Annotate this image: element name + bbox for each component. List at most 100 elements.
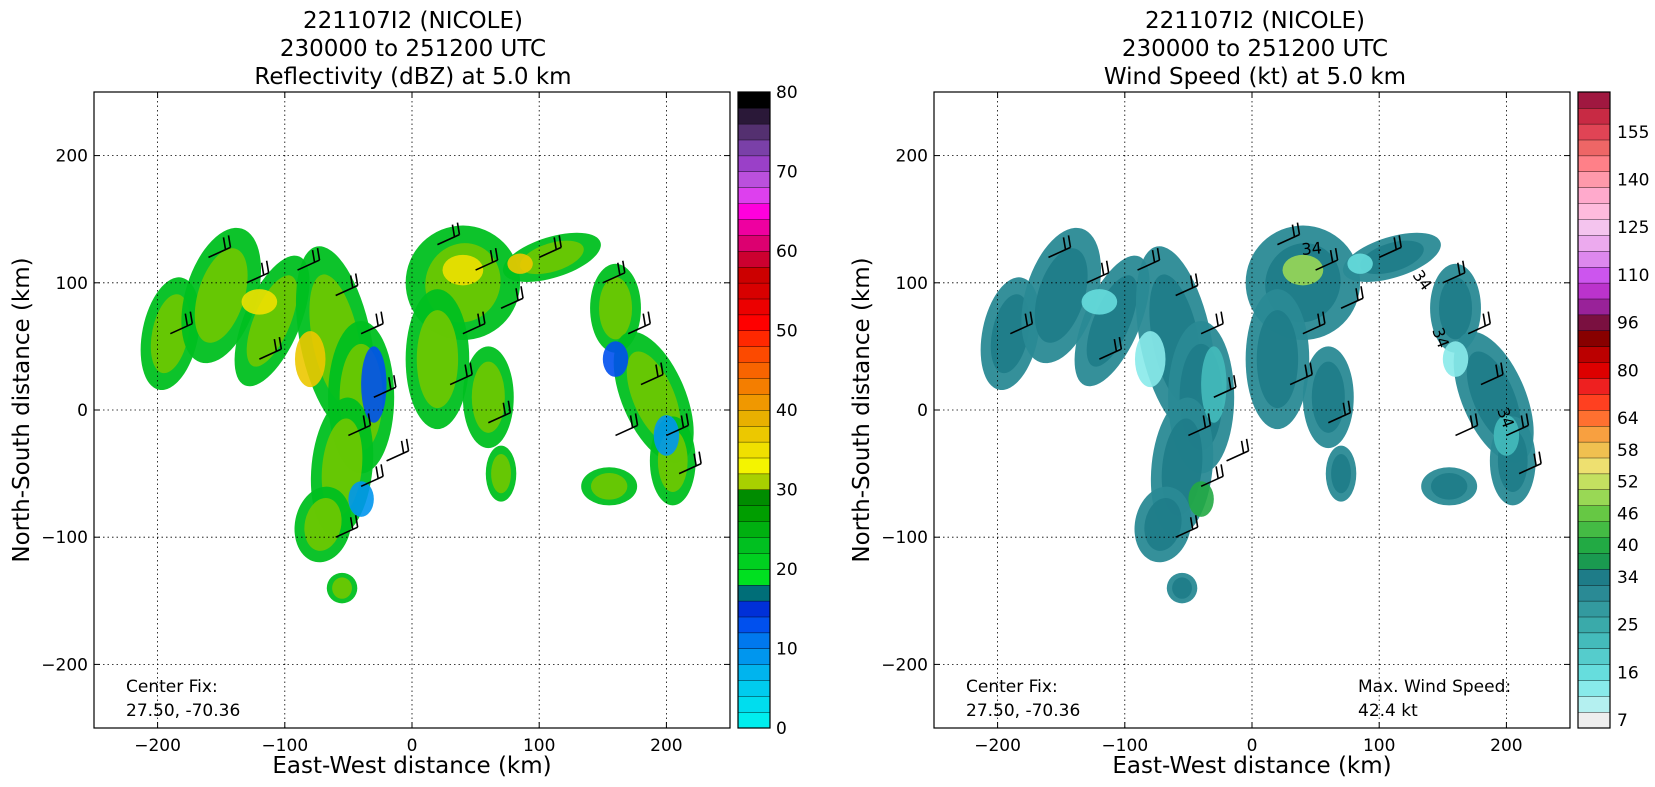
echo-cell — [1134, 331, 1166, 388]
wind-barb — [1048, 235, 1072, 259]
echo-cell — [294, 331, 326, 388]
colorbar-bin — [1577, 362, 1611, 379]
echo-core — [520, 240, 584, 275]
x-tick-label: −200 — [974, 736, 1021, 756]
title-line-2: 230000 to 251200 UTC — [1122, 36, 1388, 62]
wind-speed-colorbar: 7 16 25 34 40 46 52 58 64 80 96 110 125 140 155 — [1577, 91, 1649, 731]
echo-core — [1086, 275, 1138, 367]
echo-core — [246, 275, 298, 367]
x-tick-label: 100 — [1363, 736, 1395, 756]
wind-barb — [1506, 413, 1530, 437]
colorbar-bin — [1577, 568, 1611, 586]
echo-core — [491, 454, 511, 494]
wind-barb — [1327, 400, 1352, 424]
colorbar-bin — [737, 282, 771, 300]
colorbar-bin — [1577, 346, 1611, 363]
colorbar-bin — [737, 664, 771, 681]
echo-cell — [442, 254, 484, 286]
echo-core — [194, 248, 248, 343]
wind-barb — [348, 413, 372, 437]
contour-label: 34 — [1301, 238, 1323, 259]
center-fix-value: 27.50, -70.36 — [126, 701, 240, 721]
echo-cell — [1201, 346, 1227, 423]
colorbar-bin — [737, 505, 771, 522]
x-tick-label: −200 — [134, 736, 181, 756]
colorbar-bin — [1577, 584, 1611, 602]
wind-barb — [1200, 464, 1224, 488]
echo-cell — [241, 289, 278, 315]
colorbar-bin — [1577, 393, 1611, 411]
wind-barb — [335, 273, 359, 297]
plot-grid — [934, 92, 1570, 728]
echo-core — [1430, 472, 1468, 500]
colorbar-bin — [737, 552, 771, 570]
wind-barb — [1442, 260, 1466, 284]
colorbar-tick-label: 0 — [776, 719, 787, 739]
wind-barb — [462, 311, 486, 335]
echo-cell — [1442, 341, 1469, 377]
title-line-3: Reflectivity (dBZ) at 5.0 km — [254, 64, 571, 90]
colorbar-bin — [1577, 250, 1611, 268]
echo-core — [1438, 277, 1473, 340]
x-tick-label: 0 — [407, 736, 418, 756]
title-line-2: 230000 to 251200 UTC — [280, 36, 546, 62]
x-tick-label: 200 — [1490, 736, 1522, 756]
wind-barb — [1188, 413, 1212, 437]
colorbar-bin — [737, 346, 771, 363]
colorbar-bin — [737, 473, 771, 491]
colorbar-bin — [1577, 171, 1611, 188]
colorbar-bin — [737, 250, 771, 268]
colorbar-bin — [737, 218, 771, 236]
wind-barb — [666, 413, 690, 437]
wind-barbs — [169, 222, 702, 538]
x-tick-label: 200 — [650, 736, 682, 756]
colorbar-bin — [1577, 378, 1611, 395]
wind-barb — [1378, 235, 1402, 259]
colorbar-bin — [1577, 711, 1611, 729]
wind-speed-field — [980, 225, 1536, 604]
echo-cell — [1347, 253, 1373, 274]
wind-speed-panel: 221107I2 (NICOLE) 230000 to 251200 UTC W… — [849, 8, 1649, 779]
colorbar-bin — [1577, 266, 1611, 284]
echo-cell — [1282, 254, 1324, 286]
echo-cell — [361, 346, 387, 423]
colorbar-bin — [737, 187, 771, 204]
wind-barb — [360, 311, 384, 335]
colorbar-bin — [1577, 139, 1611, 157]
colorbar-bin — [737, 600, 771, 618]
wind-barb — [386, 438, 410, 462]
colorbar-bin — [737, 568, 771, 586]
max-wind-label: Max. Wind Speed: — [1358, 677, 1511, 697]
wind-barb — [1226, 438, 1250, 462]
echo-cell — [1188, 481, 1214, 517]
colorbar-bin — [737, 537, 771, 554]
x-axis-label: East-West distance (km) — [272, 753, 551, 779]
echo-core — [471, 361, 505, 433]
colorbar-bin — [1577, 409, 1611, 427]
wind-barb — [373, 375, 397, 399]
x-axis-label: East-West distance (km) — [1112, 753, 1391, 779]
colorbar-tick-label: 34 — [1617, 568, 1639, 588]
echo-core — [1360, 240, 1424, 275]
axis-ticks: −200 −100 0 100 200 −200 −100 0 100 200 — [41, 92, 730, 756]
wind-barb — [615, 413, 639, 437]
reflectivity-colorbar: 0 10 20 30 40 50 60 70 80 — [737, 83, 798, 739]
y-tick-label: 0 — [917, 401, 928, 421]
wind-barb — [259, 336, 283, 360]
colorbar-bin — [1577, 505, 1611, 522]
y-tick-label: 0 — [77, 401, 88, 421]
wind-barb — [297, 247, 321, 271]
colorbar-tick-label: 40 — [776, 401, 798, 421]
wind-barb — [1175, 515, 1199, 538]
center-fix-label: Center Fix: — [966, 677, 1058, 697]
echo-core — [1144, 498, 1182, 551]
colorbar-tick-label: 96 — [1617, 314, 1639, 334]
colorbar-bin — [737, 107, 771, 125]
colorbar-tick-label: 50 — [776, 322, 798, 342]
echo-core — [1172, 577, 1192, 599]
colorbar-tick-label: 20 — [776, 560, 798, 580]
colorbar-bin — [737, 123, 771, 141]
colorbar-bin — [1577, 664, 1611, 681]
colorbar-frame — [737, 91, 771, 729]
colorbar-bin — [1577, 282, 1611, 300]
